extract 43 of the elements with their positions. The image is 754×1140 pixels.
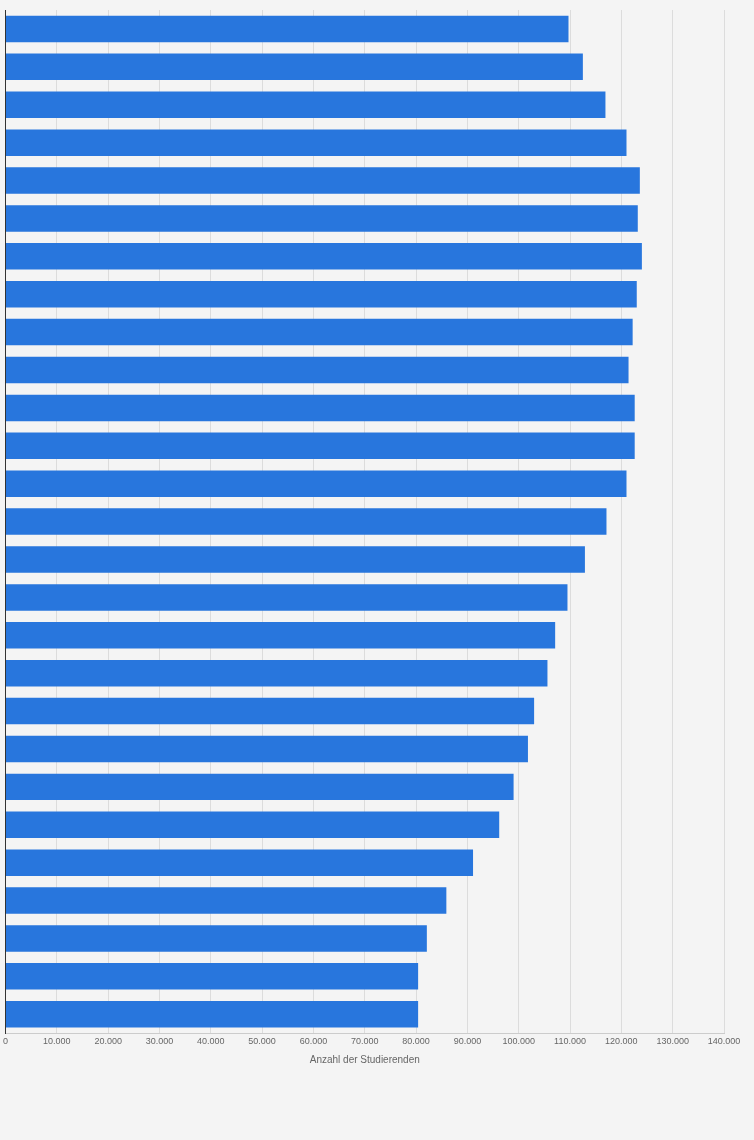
bar: [6, 1001, 419, 1028]
bar: [6, 849, 474, 876]
bar: [6, 811, 500, 839]
x-tick-label: 40.000: [197, 1036, 225, 1047]
bar: [6, 205, 638, 232]
bar: [6, 280, 637, 308]
x-tick-label: 70.000: [350, 1036, 379, 1047]
bar: [6, 887, 447, 914]
bar: [6, 508, 607, 535]
x-tick-label: 120.000: [605, 1036, 638, 1047]
bar: [6, 91, 606, 118]
x-tick-label: 10.000: [43, 1036, 71, 1047]
x-axis-title: Anzahl der Studierenden: [309, 1053, 420, 1065]
bar: [6, 356, 629, 384]
x-tick-label: 50.000: [248, 1036, 276, 1047]
x-tick-label: 20.000: [94, 1036, 122, 1047]
bar: [6, 546, 585, 573]
bar: [6, 735, 528, 763]
bar: [6, 925, 427, 952]
x-tick-label: 60.000: [299, 1036, 328, 1047]
bar: [6, 622, 556, 649]
x-tick-label: 130.000: [656, 1036, 689, 1047]
x-tick-label: 80.000: [402, 1036, 430, 1047]
bar: [6, 697, 535, 725]
x-tick-label: 140.000: [707, 1036, 741, 1047]
bar: [6, 470, 627, 497]
x-tick-label: 0: [2, 1036, 9, 1047]
bar: [6, 53, 583, 81]
x-tick-label: 110.000: [554, 1036, 586, 1047]
bar: [6, 963, 419, 990]
bar: [6, 432, 635, 460]
bar: [6, 129, 627, 156]
x-tick-label: 30.000: [145, 1036, 174, 1047]
bar: [6, 167, 640, 194]
bar: [6, 584, 568, 611]
bar: [6, 243, 642, 270]
x-tick-label: 90.000: [453, 1036, 482, 1047]
x-tick-label: 100.000: [502, 1036, 535, 1047]
bar: [6, 318, 633, 346]
bar: [6, 659, 548, 687]
bar: [6, 773, 514, 801]
bar: [6, 394, 635, 422]
bar: [6, 15, 569, 43]
